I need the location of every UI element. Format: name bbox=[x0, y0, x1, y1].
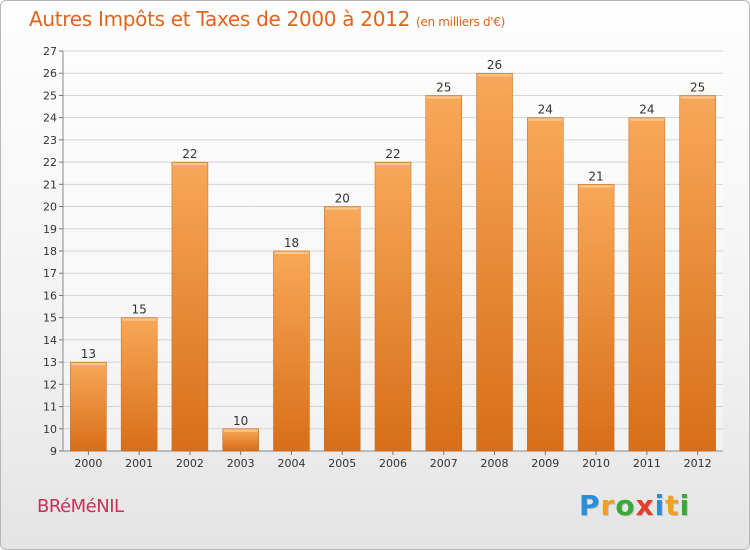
y-tick-label: 23 bbox=[43, 134, 57, 147]
x-tick-label: 2008 bbox=[481, 457, 509, 470]
bar bbox=[527, 117, 564, 452]
logo-letter: i bbox=[654, 489, 666, 522]
data-label: 22 bbox=[182, 147, 197, 161]
bar bbox=[425, 95, 463, 452]
bar-highlight bbox=[579, 185, 614, 188]
x-tick-label: 2001 bbox=[125, 457, 153, 470]
y-tick-label: 16 bbox=[43, 289, 57, 302]
bar-highlight bbox=[122, 318, 157, 321]
data-label: 13 bbox=[81, 347, 96, 361]
bar-highlight bbox=[680, 96, 715, 99]
data-label: 24 bbox=[639, 103, 654, 117]
bar-highlight bbox=[274, 252, 309, 254]
logo-letter: P bbox=[579, 489, 601, 522]
bar bbox=[323, 206, 361, 452]
title-text: Autres Impôts et Taxes de 2000 à 2012 bbox=[29, 7, 410, 31]
y-tick-label: 20 bbox=[43, 201, 57, 214]
x-tick-label: 2007 bbox=[430, 457, 458, 470]
data-label: 21 bbox=[588, 169, 603, 183]
y-tick-label: 12 bbox=[43, 378, 57, 391]
y-tick-label: 26 bbox=[43, 67, 57, 80]
y-tick-label: 25 bbox=[43, 89, 57, 102]
y-tick-label: 21 bbox=[43, 178, 57, 191]
x-tick-label: 2004 bbox=[277, 457, 305, 470]
bar-highlight bbox=[223, 429, 258, 432]
bar-highlight bbox=[528, 118, 563, 121]
x-tick-label: 2012 bbox=[684, 457, 712, 470]
y-tick-label: 22 bbox=[43, 156, 57, 169]
bar bbox=[476, 72, 513, 452]
x-tick-label: 2010 bbox=[582, 457, 610, 470]
bar bbox=[679, 95, 716, 452]
x-tick-label: 2006 bbox=[379, 457, 407, 470]
logo-letter: r bbox=[600, 489, 616, 522]
chart-title: Autres Impôts et Taxes de 2000 à 2012 (en… bbox=[29, 7, 505, 31]
bar bbox=[577, 184, 615, 452]
y-tick-label: 15 bbox=[43, 312, 57, 325]
data-label: 25 bbox=[690, 80, 705, 94]
data-label: 25 bbox=[436, 80, 451, 94]
bar bbox=[222, 428, 259, 452]
town-name: BRéMéNIL bbox=[37, 496, 124, 517]
data-label: 10 bbox=[233, 414, 248, 428]
proxiti-logo[interactable]: Proxiti bbox=[579, 489, 690, 522]
bar-layer bbox=[70, 72, 716, 452]
label-layer: 13 2000 15 2001 22 2002 10 2003 18 2004 20 2005 22 20… bbox=[74, 58, 711, 470]
y-tick-label: 18 bbox=[43, 245, 57, 258]
data-label: 26 bbox=[487, 58, 502, 72]
bar bbox=[628, 117, 666, 452]
data-label: 24 bbox=[538, 103, 553, 117]
logo-letter: i bbox=[679, 489, 691, 522]
bar-highlight bbox=[629, 118, 664, 121]
y-tick-label: 17 bbox=[43, 267, 57, 280]
bar-highlight bbox=[477, 74, 512, 77]
bar bbox=[120, 317, 158, 452]
data-label: 15 bbox=[132, 303, 147, 317]
bar-highlight bbox=[71, 363, 106, 366]
x-tick-label: 2009 bbox=[531, 457, 559, 470]
x-tick-label: 2011 bbox=[633, 457, 661, 470]
bar-highlight bbox=[172, 163, 207, 166]
logo-letter: t bbox=[665, 489, 680, 522]
y-tick-label: 9 bbox=[50, 445, 57, 458]
bar bbox=[273, 250, 310, 452]
data-label: 20 bbox=[335, 192, 350, 206]
bar bbox=[70, 361, 107, 452]
title-unit: (en milliers d'€) bbox=[416, 15, 506, 29]
data-label: 22 bbox=[385, 147, 400, 161]
bar bbox=[374, 161, 412, 452]
logo-letter: x bbox=[635, 489, 655, 522]
logo-letter: o bbox=[615, 489, 636, 522]
bar bbox=[171, 161, 209, 452]
y-tick-label: 27 bbox=[43, 45, 57, 58]
x-tick-label: 2005 bbox=[328, 457, 356, 470]
bar-highlight bbox=[426, 96, 461, 99]
y-tick-label: 13 bbox=[43, 356, 57, 369]
data-label: 18 bbox=[284, 236, 299, 250]
x-tick-label: 2000 bbox=[74, 457, 102, 470]
y-tick-label: 14 bbox=[43, 334, 57, 347]
bar-highlight bbox=[376, 163, 410, 166]
y-tick-label: 24 bbox=[43, 112, 57, 125]
y-tick-label: 11 bbox=[43, 401, 57, 414]
x-tick-label: 2002 bbox=[176, 457, 204, 470]
bar-highlight bbox=[325, 207, 360, 210]
x-tick-label: 2003 bbox=[227, 457, 255, 470]
y-tick-label: 19 bbox=[43, 223, 57, 236]
y-tick-label: 10 bbox=[43, 423, 57, 436]
